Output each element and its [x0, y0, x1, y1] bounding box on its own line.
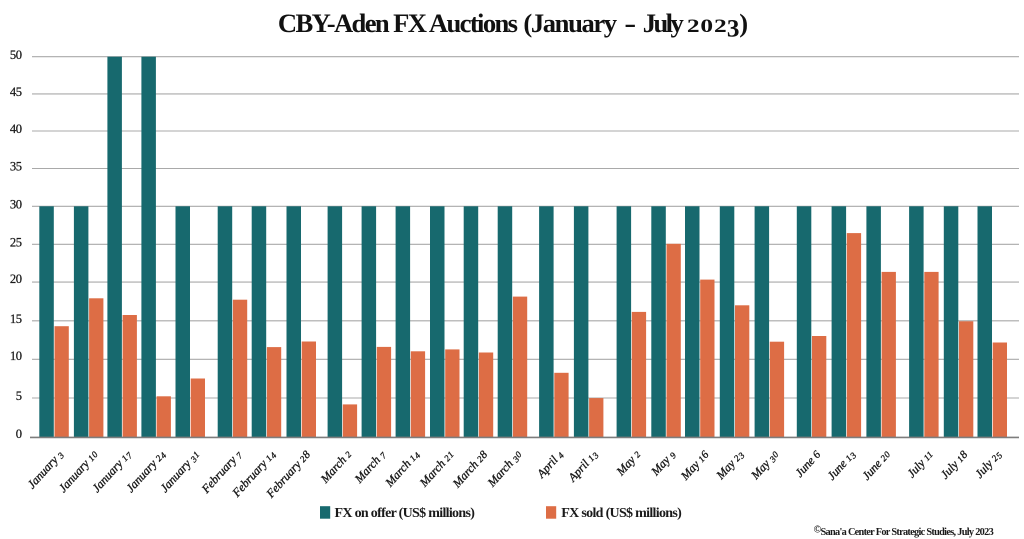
svg-text:FX sold (US$ millions): FX sold (US$ millions) [561, 506, 682, 521]
svg-text:15: 15 [10, 312, 22, 326]
svg-text:2: 2 [714, 15, 727, 36]
svg-text:40: 40 [10, 122, 22, 136]
svg-text:CBY-Aden FX Auctions: CBY-Aden FX Auctions [278, 8, 518, 38]
svg-text:30: 30 [10, 198, 22, 212]
svg-text:2: 2 [687, 15, 700, 36]
svg-text:-: - [624, 8, 636, 37]
svg-text:(January: (January [523, 8, 617, 38]
svg-text:25: 25 [10, 236, 22, 250]
svg-text:July: July [643, 8, 685, 38]
svg-text:0: 0 [16, 427, 22, 441]
svg-text:0: 0 [700, 15, 713, 36]
svg-text:3: 3 [727, 15, 740, 42]
svg-text:20: 20 [10, 272, 22, 286]
svg-text:10: 10 [10, 349, 22, 363]
svg-text:©Sana'a Center For Strategic S: ©Sana'a Center For Strategic Studies, Ju… [814, 525, 994, 539]
svg-text:): ) [739, 8, 748, 38]
svg-text:45: 45 [10, 85, 22, 99]
svg-text:FX on offer (US$ millions): FX on offer (US$ millions) [335, 506, 476, 521]
svg-text:35: 35 [10, 160, 22, 174]
svg-text:5: 5 [16, 389, 22, 403]
svg-text:50: 50 [10, 48, 22, 62]
